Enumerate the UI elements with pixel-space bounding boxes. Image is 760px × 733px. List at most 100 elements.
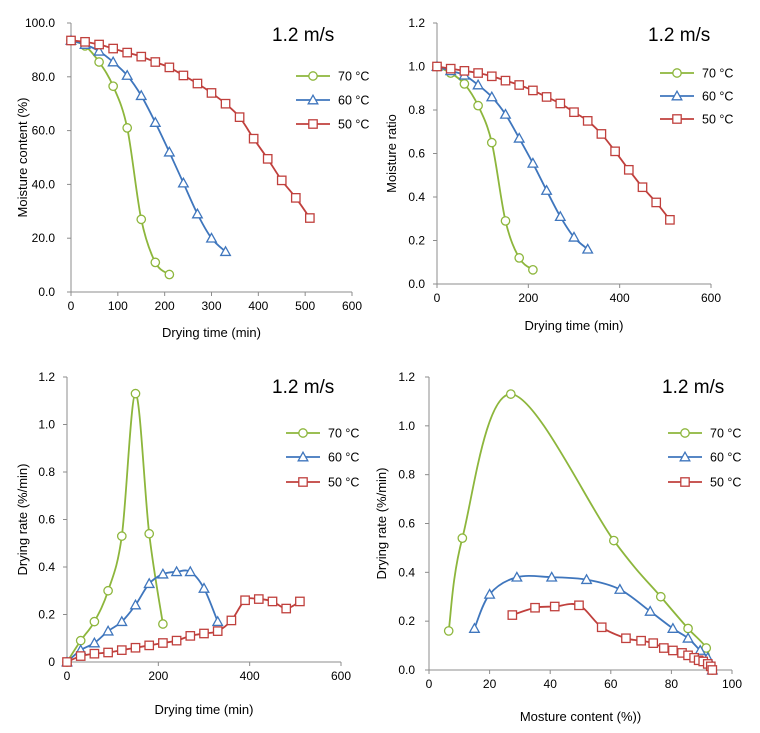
series-square [66, 35, 315, 223]
legend-entry: 50 °C [296, 118, 369, 132]
data-point [486, 71, 497, 82]
data-point [144, 528, 155, 539]
legend-marker [672, 114, 682, 124]
series-triangle [468, 571, 719, 675]
data-point [530, 602, 540, 613]
x-axis-title: Drying time (min) [525, 318, 624, 333]
air-velocity-label: 1.2 m/s [662, 377, 724, 398]
data-point [121, 69, 134, 80]
data-point [94, 57, 104, 67]
data-point [135, 89, 148, 101]
legend-entry: 60 °C [296, 94, 369, 108]
data-point [108, 81, 119, 92]
data-point [505, 389, 516, 399]
data-point [164, 62, 175, 73]
legend-marker [298, 428, 308, 438]
data-point [116, 645, 127, 655]
chart-panel-1: 0.0 20.0 40.0 60.0 80.0 100.0 0 100 200 300 400 500… [15, 16, 369, 340]
y-tick-label: 1.2 [408, 16, 425, 30]
data-point [500, 75, 511, 86]
data-point [248, 133, 259, 144]
series-line [66, 569, 219, 663]
data-point [459, 66, 470, 76]
series-circle [66, 35, 175, 280]
x-tick-label: 0 [64, 669, 71, 683]
data-point [658, 643, 669, 653]
data-point [62, 657, 72, 667]
series-triangle [65, 34, 232, 257]
data-point [486, 137, 497, 148]
series-line [70, 39, 227, 253]
legend-marker [298, 477, 308, 487]
legend-label: 60 °C [338, 94, 369, 108]
data-point [212, 626, 223, 636]
data-point [184, 565, 197, 577]
data-point [694, 644, 707, 655]
chart-panel-2: 0.0 0.2 0.4 0.6 0.8 1.0 1.2 0 200 400 600 Drying ti… [384, 16, 733, 333]
data-point [107, 55, 120, 67]
data-point [483, 588, 496, 599]
legend-label: 70 °C [702, 67, 733, 81]
data-point [472, 78, 485, 90]
air-velocity-label: 1.2 m/s [272, 25, 334, 46]
data-point [226, 615, 237, 626]
data-point [102, 624, 115, 636]
data-point [158, 619, 168, 629]
data-point [683, 623, 693, 634]
data-point [143, 577, 156, 589]
legend-entry: 50 °C [668, 476, 741, 490]
data-point [170, 565, 183, 577]
series-line [473, 574, 714, 671]
legend-label: 70 °C [710, 427, 741, 441]
data-point [144, 640, 155, 651]
series-line [447, 393, 714, 671]
x-tick-label: 100 [108, 299, 128, 313]
data-point [510, 571, 523, 582]
data-point [574, 600, 584, 611]
y-tick-label: 0.8 [38, 465, 55, 479]
data-point [211, 615, 224, 627]
x-tick-label: 500 [295, 299, 315, 313]
legend-marker [297, 450, 309, 462]
data-point [555, 98, 566, 109]
data-point [445, 63, 456, 74]
y-tick-label: 1.0 [398, 419, 415, 433]
data-point [668, 645, 678, 656]
data-point [514, 80, 525, 90]
data-point [75, 651, 86, 661]
data-point [667, 622, 679, 633]
data-point [682, 632, 694, 643]
data-point [513, 132, 526, 143]
x-tick-label: 200 [155, 299, 175, 313]
legend-entry: 70 °C [660, 67, 733, 81]
y-tick-label: 0.0 [398, 663, 415, 677]
y-tick-label: 100.0 [25, 16, 55, 30]
data-point [93, 45, 106, 56]
x-tick-label: 200 [518, 291, 538, 305]
x-tick-label: 0 [434, 291, 441, 305]
data-point [636, 635, 646, 646]
legend-entry: 70 °C [668, 427, 741, 441]
data-point [163, 145, 176, 157]
data-point [651, 197, 662, 208]
series-line [70, 39, 311, 219]
y-tick-label: 0.2 [38, 608, 55, 622]
y-axis-title: Drying rate (%/min) [15, 464, 30, 576]
data-point [136, 51, 147, 62]
legend-label: 50 °C [328, 476, 359, 490]
y-axis-title: Drying rate (%/min) [374, 468, 389, 580]
data-point [150, 57, 161, 67]
data-point [295, 596, 305, 607]
legend-label: 60 °C [710, 451, 741, 465]
y-tick-label: 0.4 [398, 565, 415, 579]
data-point [158, 638, 168, 648]
data-point [191, 207, 204, 219]
x-tick-label: 40 [544, 677, 558, 691]
data-point [234, 112, 245, 122]
data-point [89, 648, 100, 659]
data-point [468, 622, 481, 633]
data-point [457, 533, 468, 544]
legend-marker [671, 89, 683, 101]
data-point [648, 638, 659, 648]
